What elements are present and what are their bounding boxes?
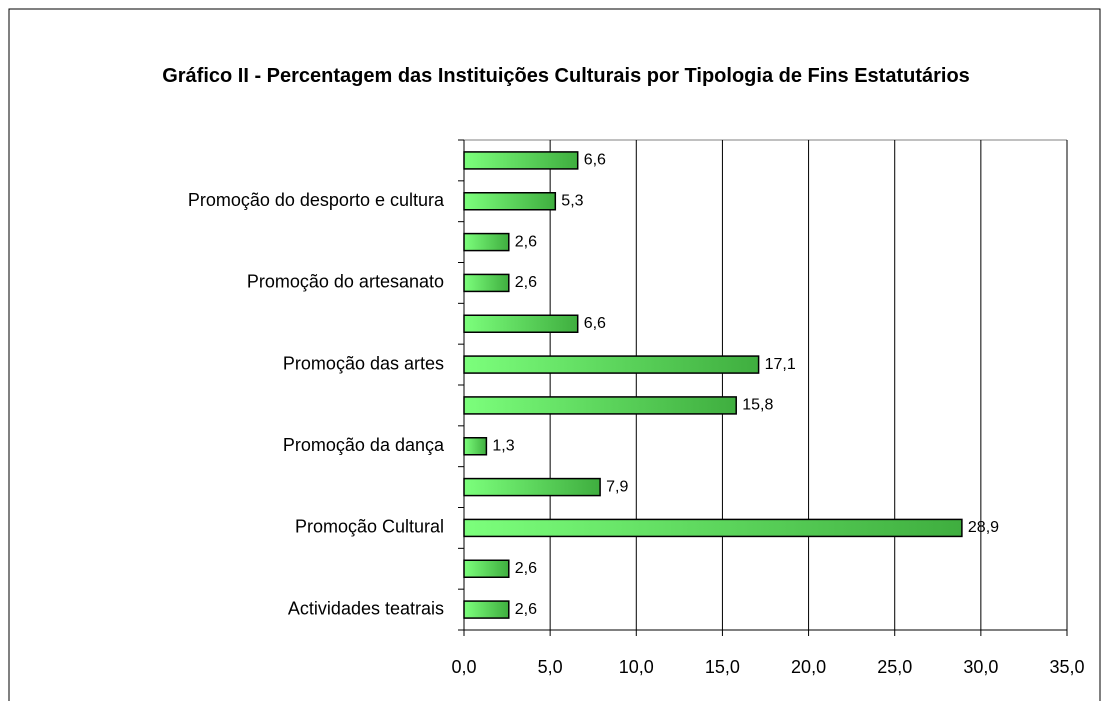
x-tick-label: 25,0 — [877, 657, 912, 677]
bar — [463, 600, 510, 619]
x-tick-label: 10,0 — [619, 657, 654, 677]
data-label: 2,6 — [515, 601, 537, 618]
bar — [463, 518, 963, 538]
bar — [463, 192, 557, 211]
bar — [463, 314, 579, 333]
x-tick-label: 30,0 — [963, 657, 998, 677]
y-tick-label: Actividades teatrais — [288, 598, 444, 618]
data-label: 15,8 — [742, 397, 773, 414]
x-tick-label: 0,0 — [451, 657, 476, 677]
x-tick-label: 15,0 — [705, 657, 740, 677]
chart-title: Gráfico II - Percentagem das Instituiçõe… — [162, 65, 970, 87]
y-tick-label: Promoção do desporto e cultura — [188, 190, 445, 210]
data-label: 2,6 — [515, 560, 537, 577]
y-tick-label: Promoção Cultural — [295, 517, 444, 537]
bar — [463, 477, 601, 497]
data-label: 5,3 — [561, 192, 583, 209]
chart-frame — [8, 8, 1101, 701]
data-label: 1,3 — [492, 437, 514, 454]
bar — [463, 232, 510, 252]
bar — [463, 559, 510, 578]
data-label: 6,6 — [584, 152, 606, 169]
data-label: 2,6 — [515, 233, 537, 250]
data-label: 17,1 — [765, 356, 796, 373]
data-label: 2,6 — [515, 274, 537, 291]
y-tick-label: Promoção da dança — [283, 435, 445, 455]
bar — [463, 273, 510, 293]
x-tick-label: 20,0 — [791, 657, 826, 677]
bar — [463, 151, 579, 170]
data-label: 6,6 — [584, 315, 606, 332]
x-tick-label: 35,0 — [1049, 657, 1084, 677]
data-label: 7,9 — [606, 478, 628, 495]
bar — [463, 355, 760, 374]
y-tick-label: Promoção do artesanato — [247, 272, 444, 292]
y-tick-label: Promoção das artes — [283, 353, 444, 373]
bar — [463, 396, 737, 415]
data-label: 28,9 — [968, 519, 999, 536]
bar — [463, 437, 488, 456]
x-tick-label: 5,0 — [538, 657, 563, 677]
